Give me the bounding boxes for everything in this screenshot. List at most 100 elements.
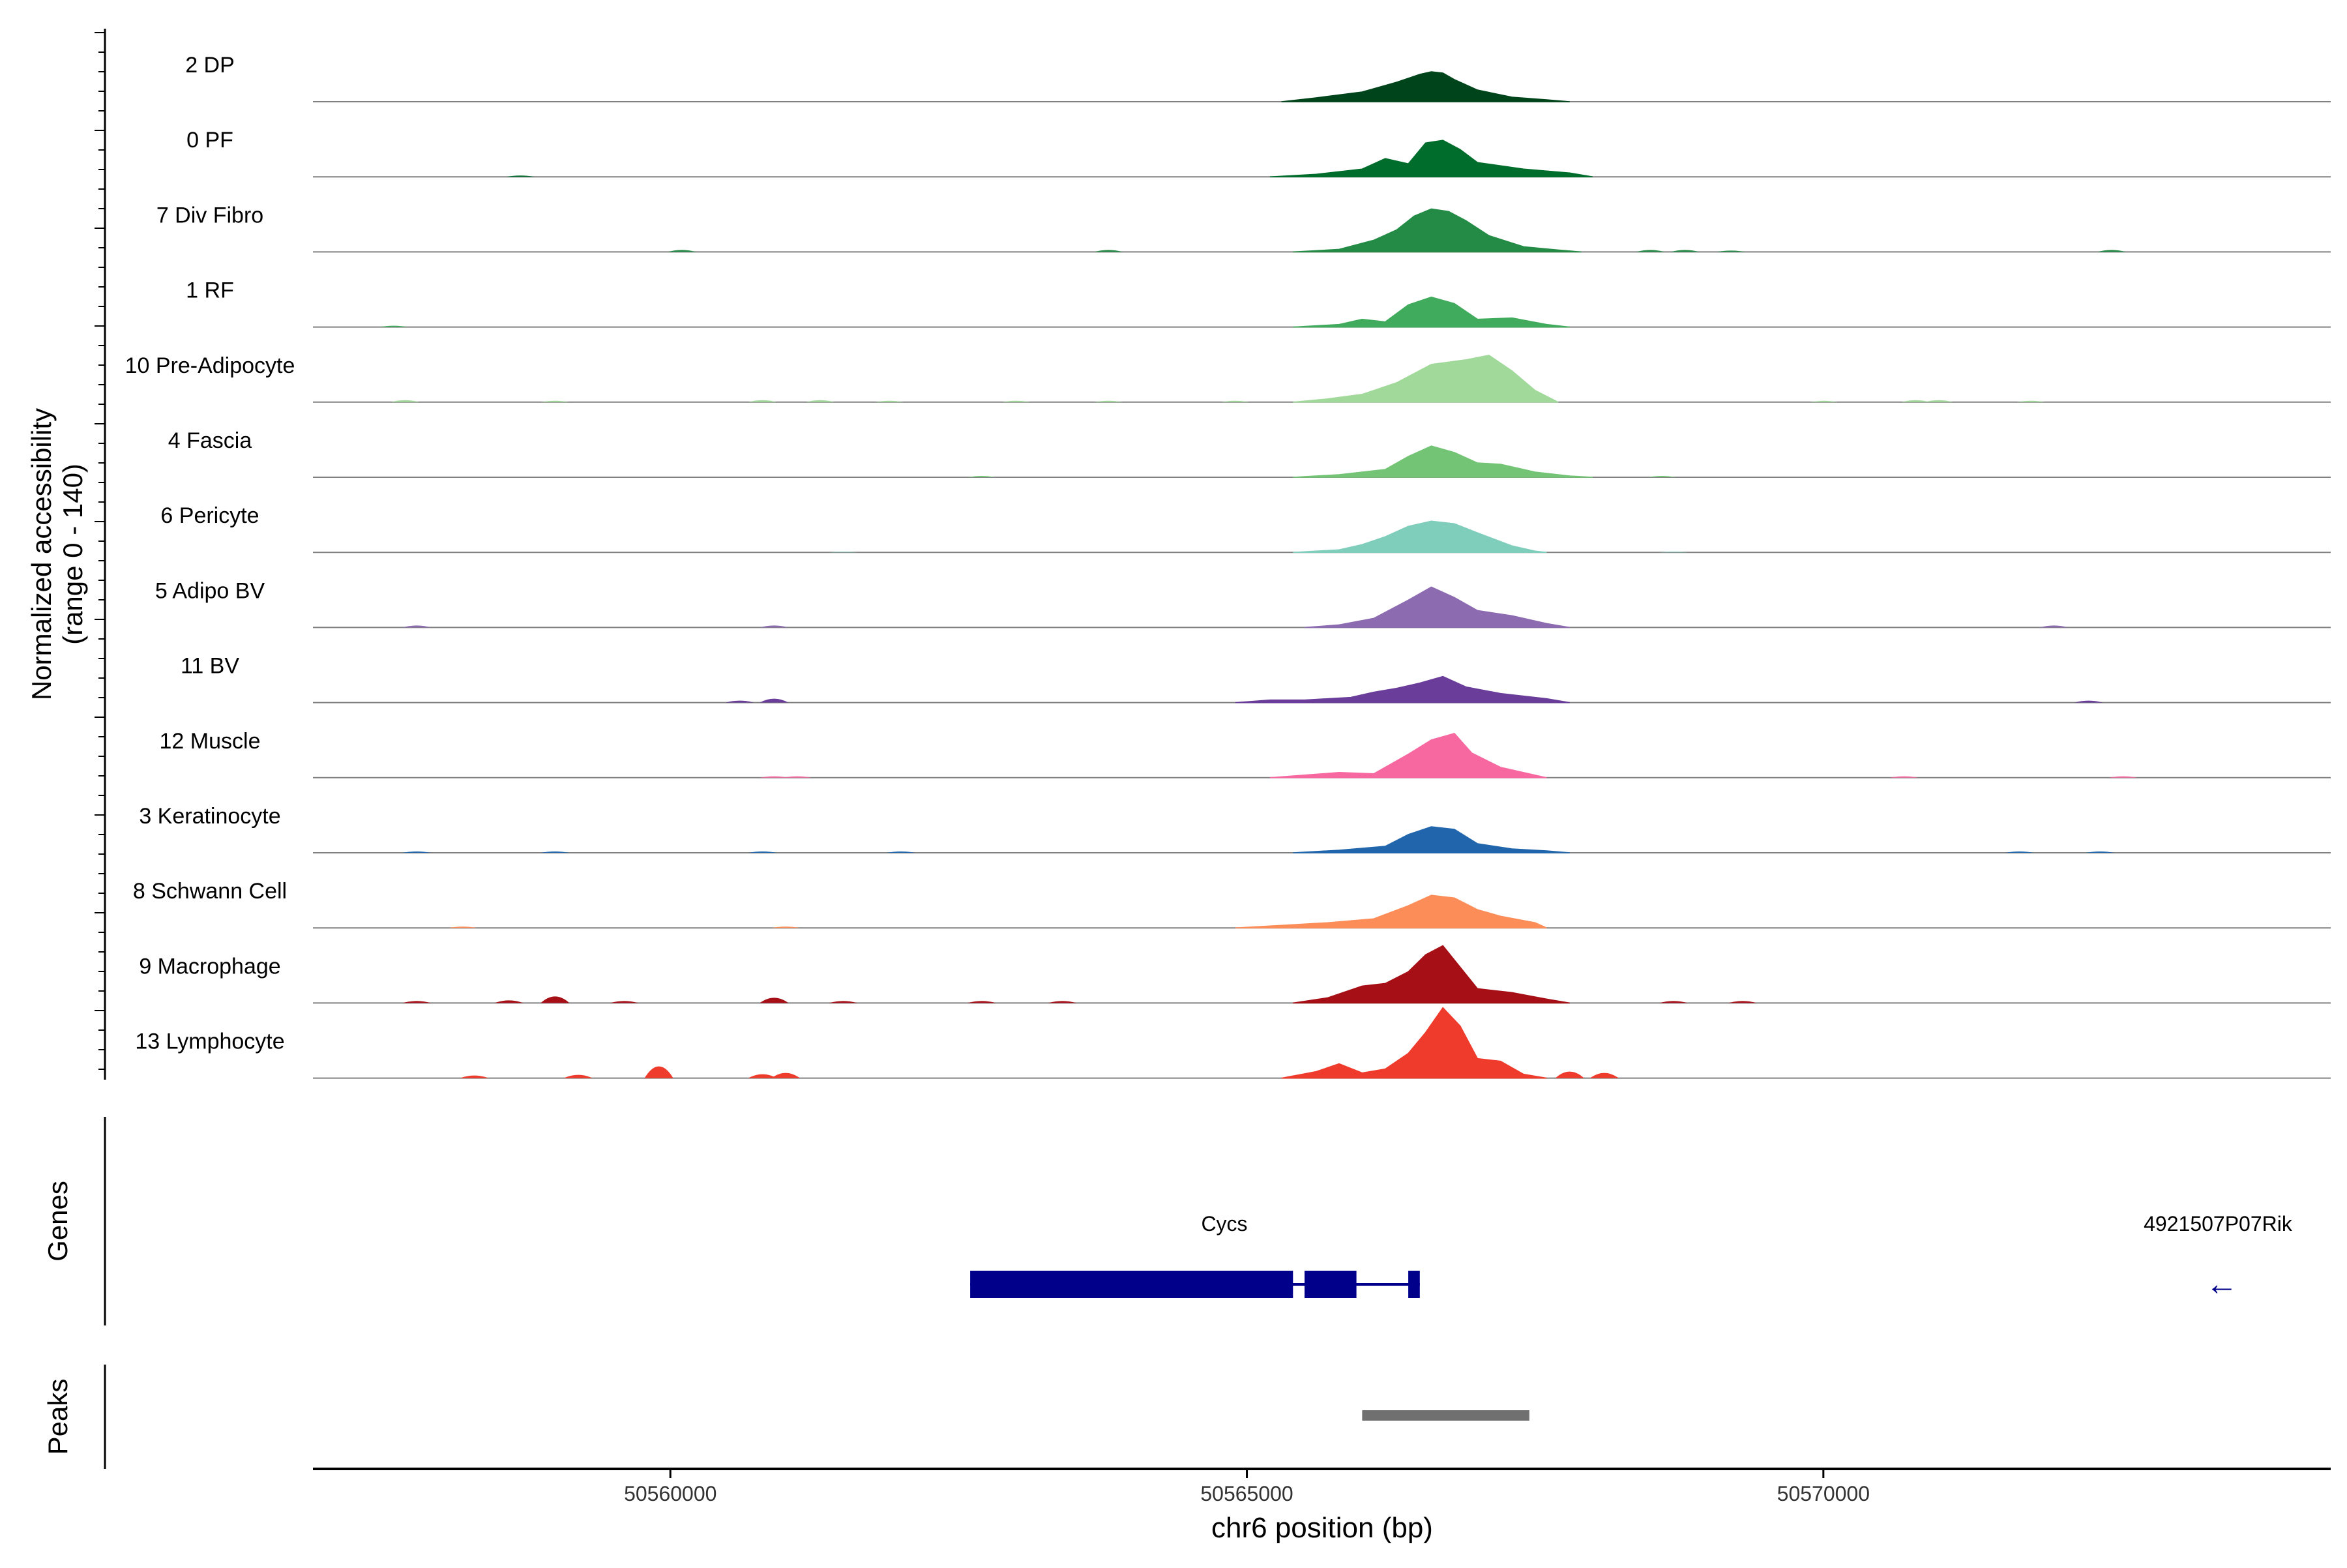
genes-axis-label: Genes <box>42 1181 73 1262</box>
coverage-minor-signal <box>1924 400 1953 402</box>
coverage-minor-signal <box>782 776 812 778</box>
track-label-4-fascia: 4 Fascia <box>168 428 252 453</box>
track-label-9-macrophage: 9 Macrophage <box>139 954 280 979</box>
coverage-minor-signal <box>460 1075 489 1078</box>
coverage-peak-2-dp <box>1281 71 1570 102</box>
coverage-peak-9-macrophage <box>1293 945 1570 1004</box>
track-label-0-pf: 0 PF <box>186 128 233 153</box>
coverage-minor-signal <box>2005 851 2034 853</box>
coverage-minor-signal <box>2039 625 2069 628</box>
coverage-minor-signal <box>748 1074 777 1078</box>
gene-label-cycs: Cycs <box>1201 1212 1247 1235</box>
coverage-peak-7-div-fibro <box>1293 208 1582 253</box>
coverage-minor-signal <box>829 1001 858 1003</box>
coverage-minor-signal <box>875 400 904 402</box>
gene-label-4921507p07rik: 4921507P07Rik <box>2144 1212 2293 1235</box>
coverage-minor-signal <box>448 926 477 928</box>
coverage-minor-signal <box>725 700 754 703</box>
track-label-3-keratinocyte: 3 Keratinocyte <box>139 804 280 829</box>
coverage-minor-signal <box>2097 250 2126 252</box>
coverage-y-axis-ticks <box>95 32 105 1070</box>
gene-strand-arrow-icon: ← <box>2206 1265 2238 1302</box>
track-label-11-bv: 11 BV <box>181 654 239 679</box>
track-label-10-pre-adipocyte: 10 Pre-Adipocyte <box>125 353 295 378</box>
x-axis-label: chr6 position (bp) <box>1211 1512 1433 1544</box>
coverage-minor-signal <box>1636 250 1665 252</box>
coverage-minor-signal <box>1808 400 1838 402</box>
coverage-minor-signal <box>806 400 835 402</box>
coverage-minor-signal <box>610 1001 639 1003</box>
coverage-minor-signal <box>760 625 789 628</box>
coverage-minor-signal <box>506 175 535 177</box>
track-label-5-adipo-bv: 5 Adipo BV <box>155 578 265 603</box>
coverage-minor-signal <box>2086 851 2115 853</box>
coverage-minor-signal <box>494 1000 524 1003</box>
x-axis-tick-label: 50565000 <box>1200 1482 1293 1505</box>
gene-exon-2 <box>1305 1271 1357 1298</box>
coverage-minor-signal <box>1220 400 1250 402</box>
coverage-peak-8-schwann-cell <box>1235 895 1547 928</box>
coverage-minor-signal <box>2016 400 2046 402</box>
coverage-minor-signal <box>563 1074 593 1078</box>
coverage-minor-signal <box>887 851 915 853</box>
coverage-minor-signal <box>771 926 801 928</box>
track-label-8-schwann-cell: 8 Schwann Cell <box>133 879 287 904</box>
coverage-minor-signal <box>667 250 696 252</box>
coverage-minor-signal <box>967 476 996 477</box>
coverage-minor-signal <box>748 400 777 402</box>
coverage-minor-signal <box>1048 1001 1077 1003</box>
coverage-minor-signal <box>1094 400 1123 402</box>
coverage-minor-signal <box>540 400 570 402</box>
x-axis-ticks: 50560000 50565000 50570000 <box>624 1469 1870 1505</box>
peak-region <box>1362 1410 1529 1421</box>
coverage-peak-13-lymphocyte <box>1281 1007 1547 1079</box>
track-label-1-rf: 1 RF <box>186 278 234 303</box>
coverage-peak-4-fascia <box>1293 445 1593 478</box>
coverage-minor-signal <box>1728 1001 1757 1003</box>
coverage-minor-signal <box>1717 250 1746 252</box>
y-axis-label-line1: Normalized accessibility <box>26 408 57 700</box>
track-label-2-dp: 2 DP <box>185 53 235 78</box>
coverage-minor-signal <box>771 1072 801 1078</box>
coverage-minor-signal <box>1555 1071 1584 1078</box>
coverage-minor-signal <box>644 1066 673 1078</box>
track-label-12-muscle: 12 Muscle <box>160 729 261 754</box>
coverage-minor-signal <box>1647 476 1677 477</box>
coverage-minor-signal <box>402 1001 432 1003</box>
coverage-minor-signal <box>2074 700 2103 703</box>
coverage-minor-signal <box>2108 776 2138 778</box>
coverage-minor-signal <box>760 698 789 703</box>
coverage-minor-signal <box>760 776 789 778</box>
coverage-minor-signal <box>1659 1001 1688 1003</box>
coverage-peak-6-pericyte <box>1293 520 1547 553</box>
coverage-minor-signal <box>760 998 789 1003</box>
track-label-6-pericyte: 6 Pericyte <box>160 503 259 528</box>
coverage-minor-signal <box>379 325 408 327</box>
coverage-minor-signal <box>748 851 777 853</box>
gene-exon-3 <box>1408 1271 1420 1298</box>
track-label-13-lymphocyte: 13 Lymphocyte <box>135 1029 284 1054</box>
coverage-minor-signal <box>540 996 570 1003</box>
coverage-minor-signal <box>1889 776 1919 778</box>
coverage-tracks: 2 DP 0 PF 7 Div Fibro 1 RF 10 Pre-Adipocyte 4… <box>125 53 2331 1079</box>
gene-exon-1 <box>970 1271 1293 1298</box>
coverage-peak-5-adipo-bv <box>1304 586 1570 629</box>
x-axis-tick-label: 50570000 <box>1777 1482 1870 1505</box>
coverage-minor-signal <box>402 851 432 853</box>
coverage-peak-11-bv <box>1235 675 1570 703</box>
coverage-minor-signal <box>1589 1072 1619 1078</box>
coverage-minor-signal <box>540 851 570 853</box>
coverage-peak-12-muscle <box>1269 732 1547 778</box>
coverage-minor-signal <box>967 1001 996 1003</box>
coverage-peak-3-keratinocyte <box>1293 826 1570 853</box>
coverage-peak-0-pf <box>1269 140 1593 177</box>
x-axis-tick-label: 50560000 <box>624 1482 716 1505</box>
coverage-peak-1-rf <box>1293 296 1570 328</box>
track-label-7-div-fibro: 7 Div Fibro <box>156 203 263 228</box>
peaks-axis-label: Peaks <box>42 1379 73 1455</box>
coverage-peak-10-pre-adipocyte <box>1293 355 1559 403</box>
coverage-minor-signal <box>1901 400 1930 402</box>
